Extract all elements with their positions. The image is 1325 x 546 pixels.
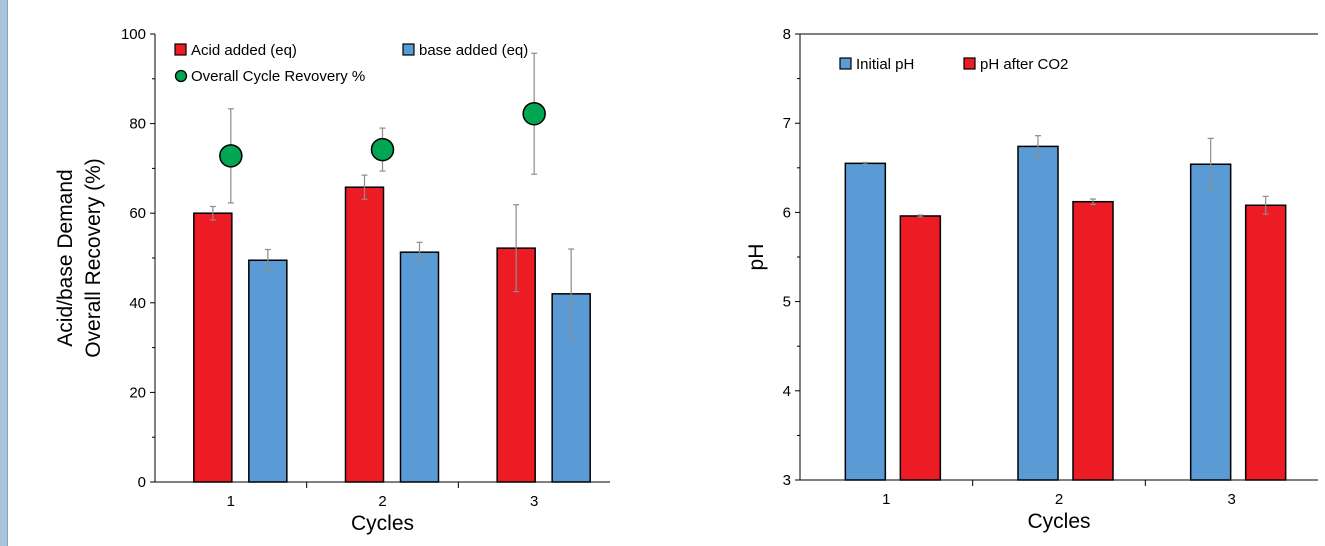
x-tick-label: 1 (227, 493, 235, 510)
bar-base-added-eq--cycle-1 (248, 259, 288, 483)
y-tick-label: 5 (783, 294, 791, 311)
y-tick-label: 8 (783, 26, 791, 43)
y-axis-title-line: Overall Recovery (%) (82, 158, 105, 358)
y-tick-label: 0 (138, 474, 146, 491)
y-tick-label: 3 (783, 472, 791, 489)
legend-label: Acid added (eq) (191, 42, 297, 59)
marker-recovery-cycle-3 (522, 101, 546, 126)
bar-base-added-eq--cycle-2 (399, 251, 440, 483)
x-tick-label: 3 (530, 493, 538, 510)
y-tick-label: 80 (129, 116, 146, 133)
y-tick-label: 100 (121, 26, 146, 43)
y-tick-label: 4 (783, 383, 791, 400)
legend-swatch (402, 43, 415, 56)
legend-label: Initial pH (856, 56, 914, 73)
y-tick-label: 40 (129, 295, 146, 312)
y-axis-title-line: Acid/base Demand (54, 169, 77, 346)
y-tick-label: 20 (129, 384, 146, 401)
x-tick-label: 2 (378, 493, 386, 510)
bar-initial-ph-cycle-3 (1189, 163, 1232, 481)
legend-swatch (174, 43, 187, 56)
bar-initial-ph-cycle-2 (1017, 145, 1059, 481)
bar-initial-ph-cycle-1 (844, 162, 887, 481)
legend-swatch (963, 57, 976, 70)
y-tick-label: 60 (129, 205, 146, 222)
marker-recovery-cycle-1 (219, 144, 243, 168)
x-tick-label: 3 (1227, 491, 1235, 508)
bar-acid-added-eq--cycle-1 (193, 212, 233, 483)
legend-swatch (839, 57, 852, 70)
x-axis-title: Cycles (351, 512, 414, 535)
legend-label: pH after CO2 (980, 56, 1068, 73)
y-tick-label: 6 (783, 204, 791, 221)
bar-ph-after-co2-cycle-2 (1072, 200, 1114, 481)
y-tick-label: 7 (783, 115, 791, 132)
marker-recovery-cycle-2 (370, 137, 395, 162)
x-axis-title: Cycles (1027, 510, 1090, 533)
legend-label: base added (eq) (419, 42, 528, 59)
x-tick-label: 2 (1055, 491, 1063, 508)
bar-ph-after-co2-cycle-1 (899, 215, 942, 481)
bar-acid-added-eq--cycle-2 (344, 186, 385, 483)
left-page-edge (0, 0, 8, 546)
legend-marker-icon (174, 69, 188, 83)
chart-ph: 3 4 5 6 7 8 1 2 3 Cycles pH Initial pH pH after CO2 (745, 26, 1318, 533)
legend-label: Overall Cycle Revovery % (191, 68, 365, 85)
bar-ph-after-co2-cycle-3 (1244, 204, 1287, 481)
x-tick-label: 1 (882, 491, 890, 508)
y-axis-title: pH (745, 244, 768, 271)
